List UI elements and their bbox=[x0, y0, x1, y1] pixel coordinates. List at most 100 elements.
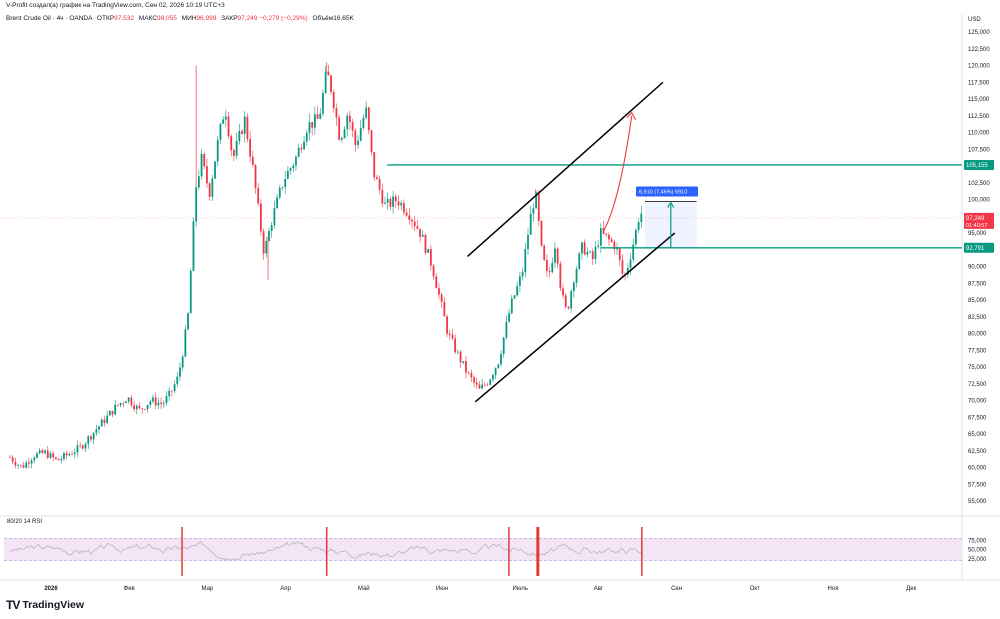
support-price-tag: 92,791 bbox=[966, 246, 985, 252]
candle-body bbox=[532, 208, 535, 214]
candle-body bbox=[586, 251, 589, 255]
x-tick-label: Авг bbox=[594, 586, 604, 592]
candle-body bbox=[305, 132, 308, 142]
y-tick-label: 80,000 bbox=[968, 332, 987, 338]
candle-body bbox=[543, 245, 546, 260]
candle-body bbox=[432, 265, 435, 277]
candle-body bbox=[230, 136, 233, 151]
candle-body bbox=[470, 372, 473, 378]
x-tick-label: Июн bbox=[436, 586, 448, 592]
candle-body bbox=[400, 203, 403, 206]
candle-body bbox=[195, 187, 198, 222]
candle-body bbox=[443, 301, 446, 317]
candle-body bbox=[475, 382, 478, 385]
candle-body bbox=[68, 454, 71, 456]
candle-body bbox=[292, 165, 295, 169]
candle-body bbox=[492, 374, 494, 380]
candle-body bbox=[402, 203, 405, 213]
candle-body bbox=[413, 221, 416, 227]
candle-body bbox=[152, 397, 154, 402]
candle-body bbox=[616, 248, 618, 250]
candle-body bbox=[508, 312, 511, 322]
candle-body bbox=[295, 156, 297, 166]
y-tick-label: 85,000 bbox=[968, 298, 987, 304]
candle-body bbox=[454, 338, 457, 353]
candle-body bbox=[478, 384, 481, 389]
candle-body bbox=[370, 130, 373, 152]
tradingview-logo[interactable]: TV TradingView bbox=[6, 598, 84, 612]
candle-body bbox=[138, 405, 141, 409]
candle-body bbox=[46, 450, 49, 458]
candle-body bbox=[65, 453, 68, 456]
candle-body bbox=[486, 384, 489, 386]
y-tick-label: 77,500 bbox=[968, 348, 987, 354]
candle-body bbox=[427, 248, 430, 253]
candle-body bbox=[521, 272, 524, 277]
support-price-tag-bg bbox=[964, 242, 994, 253]
candle-body bbox=[227, 116, 230, 137]
candle-body bbox=[33, 457, 36, 461]
candle-body bbox=[559, 263, 562, 289]
chart-caption: V-Profit создал(а) график на TradingView… bbox=[6, 2, 225, 9]
symbol-name[interactable]: Brent Crude Oil · 4ч · OANDA bbox=[6, 15, 93, 22]
y-tick-label: 120,000 bbox=[968, 64, 990, 70]
candle-body bbox=[143, 409, 146, 410]
candle-body bbox=[502, 337, 505, 354]
candle-body bbox=[135, 405, 138, 410]
candle-body bbox=[548, 271, 551, 273]
candle-body bbox=[300, 147, 303, 150]
candle-body bbox=[92, 432, 95, 440]
measure-label: 6,910 (7,46%) 6910 bbox=[639, 190, 687, 196]
candle-body bbox=[114, 404, 117, 415]
y-tick-label: 65,000 bbox=[968, 432, 987, 438]
candle-body bbox=[554, 248, 556, 263]
candle-body bbox=[419, 228, 421, 237]
y-tick-label: 75,000 bbox=[968, 365, 987, 371]
candle-body bbox=[438, 288, 440, 295]
y-tick-label: 95,000 bbox=[968, 231, 987, 237]
candle-body bbox=[330, 75, 332, 92]
rsi-band bbox=[4, 538, 962, 561]
y-tick-label: 115,000 bbox=[968, 97, 990, 103]
y-tick-label: 87,500 bbox=[968, 281, 987, 287]
candle-body bbox=[319, 113, 322, 119]
candle-body bbox=[367, 107, 370, 131]
y-tick-label: 117,500 bbox=[968, 80, 990, 86]
candle-body bbox=[322, 92, 324, 114]
candle-body bbox=[327, 71, 330, 76]
candle-body bbox=[397, 201, 400, 206]
candle-body bbox=[349, 115, 351, 123]
candle-body bbox=[519, 276, 521, 286]
candle-body bbox=[324, 71, 327, 93]
candle-body bbox=[421, 234, 424, 237]
candle-body bbox=[524, 249, 527, 273]
channel-upper-trendline bbox=[466, 81, 664, 258]
candle-body bbox=[41, 450, 44, 454]
y-tick-label: 62,500 bbox=[968, 449, 987, 455]
candle-body bbox=[219, 123, 222, 140]
candle-body bbox=[203, 153, 206, 167]
candle-body bbox=[365, 107, 368, 118]
candle-body bbox=[200, 153, 203, 177]
candle-body bbox=[130, 397, 133, 406]
candle-body bbox=[44, 450, 46, 454]
candle-body bbox=[510, 298, 513, 313]
candle-body bbox=[357, 140, 359, 146]
candle-body bbox=[87, 436, 90, 444]
candle-body bbox=[165, 396, 168, 403]
y-tick-label: 122,500 bbox=[968, 47, 990, 53]
candle-body bbox=[354, 130, 357, 146]
low-label: МИН bbox=[181, 15, 197, 22]
high-value: 98,055 bbox=[156, 15, 177, 22]
open-label: ОТКР bbox=[96, 15, 115, 22]
candle-body bbox=[605, 233, 608, 235]
last-price-tag-bg bbox=[964, 212, 994, 229]
resistance-price-tag-bg bbox=[964, 159, 994, 170]
last-price-tag-countdown: 01:40:57 bbox=[966, 223, 987, 229]
candle-body bbox=[160, 402, 162, 404]
candle-body bbox=[621, 259, 624, 274]
candle-body bbox=[125, 401, 127, 403]
candle-body bbox=[602, 228, 605, 234]
candle-body bbox=[516, 285, 519, 296]
